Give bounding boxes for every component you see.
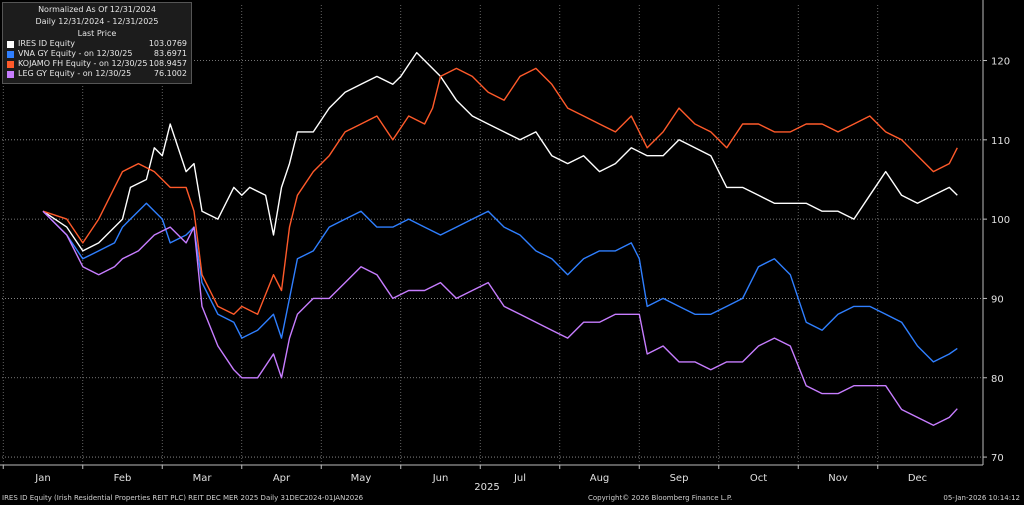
legend-header-range: Daily 12/31/2024 - 12/31/2025	[35, 17, 159, 26]
x-tick-label-feb: Feb	[114, 473, 132, 484]
legend-item-leg: LEG GY Equity - on 12/30/25 76.1002	[3, 69, 191, 79]
legend-header-price: Last Price	[77, 29, 117, 38]
legend-name-vna: VNA GY Equity - on 12/30/25	[18, 49, 133, 58]
footer-timestamp: 05-Jan-2026 10:14:12	[943, 494, 1020, 502]
series-line-0	[42, 51, 958, 252]
legend-item-vna: VNA GY Equity - on 12/30/25 83.6971	[3, 49, 191, 59]
x-tick-label-dec: Dec	[908, 473, 927, 484]
line-chart: 70 80 90 100 110 120 Jan Feb Mar Apr May Jun Jul Aug S…	[0, 0, 1010, 492]
legend-swatch-ires	[7, 40, 14, 48]
footer-copyright: Copyright© 2026 Bloomberg Finance L.P.	[588, 494, 733, 502]
legend-swatch-leg	[7, 70, 14, 78]
legend-item-kojamo: KOJAMO FH Equity - on 12/30/25 108.9457	[3, 59, 191, 69]
x-tick-label-jul: Jul	[513, 473, 526, 484]
legend-name-kojamo: KOJAMO FH Equity - on 12/30/25	[18, 59, 148, 68]
x-tick-label-jun: Jun	[432, 473, 449, 484]
legend-name-leg: LEG GY Equity - on 12/30/25	[18, 69, 132, 78]
y-tick-label-120: 120	[991, 57, 1010, 68]
y-tick-label-90: 90	[991, 294, 1004, 305]
y-tick-label-110: 110	[991, 136, 1010, 147]
x-tick-label-sep: Sep	[670, 473, 689, 484]
y-tick-label-70: 70	[991, 453, 1004, 464]
legend-value-vna: 83.6971	[153, 49, 187, 58]
legend-swatch-kojamo	[7, 60, 14, 68]
legend-value-ires: 103.0769	[148, 39, 187, 48]
series-line-2	[42, 67, 958, 315]
x-tick-label-mar: Mar	[193, 473, 213, 484]
legend-box: Normalized As Of 12/31/2024 Daily 12/31/…	[2, 2, 192, 84]
x-tick-label-nov: Nov	[828, 473, 848, 484]
legend-header-normalized: Normalized As Of 12/31/2024	[38, 5, 156, 14]
x-tick-label-jan: Jan	[34, 473, 50, 484]
x-tick-label-may: May	[351, 473, 372, 484]
footer-bar: IRES ID Equity (Irish Residential Proper…	[0, 492, 1024, 505]
legend-swatch-vna	[7, 50, 14, 58]
series-line-1	[42, 202, 958, 363]
legend-value-leg: 76.1002	[153, 69, 187, 78]
y-tick-label-80: 80	[991, 374, 1004, 385]
y-tick-label-100: 100	[991, 215, 1010, 226]
series-line-3	[42, 210, 958, 426]
x-tick-label-oct: Oct	[750, 473, 767, 484]
x-tick-label-aug: Aug	[590, 473, 610, 484]
legend-value-kojamo: 108.9457	[148, 59, 187, 68]
legend-item-ires: IRES ID Equity 103.0769	[3, 39, 191, 49]
footer-security-info: IRES ID Equity (Irish Residential Proper…	[2, 494, 364, 502]
x-year-label: 2025	[474, 482, 499, 492]
x-tick-label-apr: Apr	[273, 473, 291, 484]
legend-name-ires: IRES ID Equity	[18, 39, 75, 48]
